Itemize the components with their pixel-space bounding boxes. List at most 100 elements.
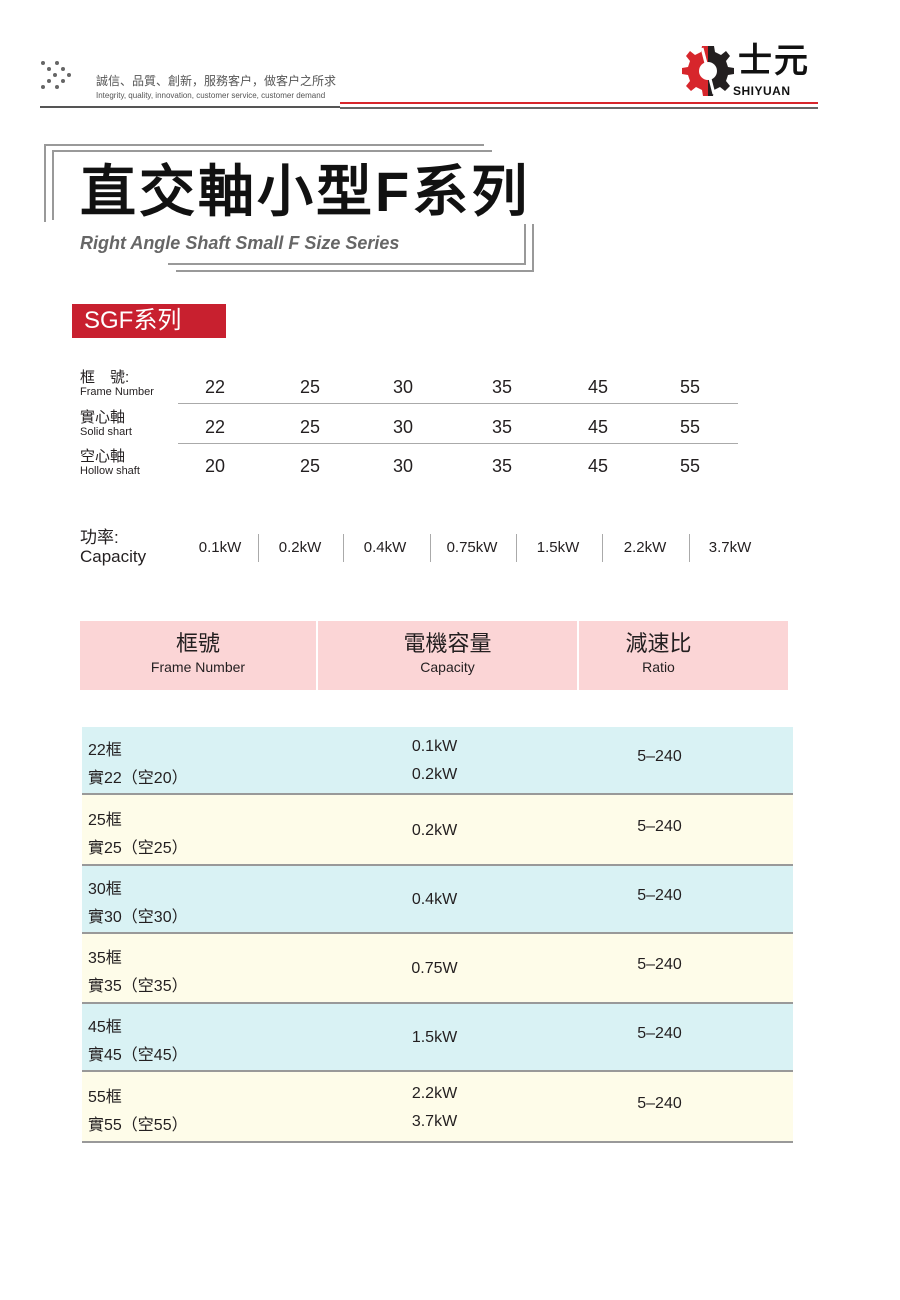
table-row: 35框 實35（空35） 0.75W 5–240 (82, 934, 793, 1004)
slogan-cn: 誠信、品質、創新，服務客户，做客户之所求 (96, 74, 337, 88)
spec-label-cn: 框 號: (80, 369, 130, 386)
title-frame (176, 200, 534, 272)
spec-value: 55 (679, 377, 701, 397)
spec-value: 25 (299, 456, 321, 476)
spec-label-cn: 空心軸 (80, 448, 126, 465)
spec-value: 55 (679, 456, 701, 476)
capacity-value: 0.1kW (198, 539, 242, 556)
spec-value: 22 (204, 377, 226, 397)
capacity-value: 0.4kW (363, 539, 407, 556)
spec-value: 45 (587, 417, 609, 437)
divider (516, 534, 517, 562)
capacity-cell: 0.4kW (411, 891, 458, 908)
spec-value: 45 (587, 377, 609, 397)
series-badge: SGF系列 (72, 304, 226, 338)
spec-value: 30 (392, 456, 414, 476)
divider (340, 107, 818, 109)
spec-value: 20 (204, 456, 226, 476)
header-capacity: 電機容量 Capacity (318, 621, 579, 690)
slogan-en: Integrity, quality, innovation, customer… (96, 91, 326, 100)
title-frame (168, 195, 526, 265)
shaft-label: 實30（空30） (88, 909, 188, 926)
table-row: 45框 實45（空45） 1.5kW 5–240 (82, 1004, 793, 1072)
shaft-label: 實35（空35） (88, 978, 188, 995)
header-cn: 電機容量 (403, 631, 492, 656)
header-ratio: 減速比 Ratio (579, 621, 788, 690)
frame-label: 45框 (88, 1019, 122, 1036)
spec-label-cn: 實心軸 (80, 409, 126, 426)
frame-cell: 30框實30（空30） (88, 876, 188, 932)
chevron-dots-icon (41, 61, 71, 89)
divider (40, 106, 340, 108)
frame-cell: 45框實45（空45） (88, 1014, 188, 1070)
capacity-cell: 1.5kW (411, 1029, 458, 1046)
gear-logo-icon (682, 46, 734, 96)
divider (258, 534, 259, 562)
ratio-cell: 5–240 (637, 887, 682, 904)
spec-value: 30 (392, 377, 414, 397)
spec-value: 22 (204, 417, 226, 437)
ratio-cell: 5–240 (637, 748, 682, 765)
spec-label-en: Hollow shaft (80, 465, 140, 477)
frame-cell: 55框實55（空55） (88, 1084, 188, 1140)
spec-value: 30 (392, 417, 414, 437)
spec-value: 35 (491, 456, 513, 476)
divider (689, 534, 690, 562)
capacity-cell: 0.1kW (411, 738, 458, 755)
header-en: Frame Number (150, 659, 246, 675)
page-title: 直交軸小型F系列 (80, 160, 537, 224)
capacity-value: 2.2kW (623, 539, 667, 556)
ratio-cell: 5–240 (637, 1094, 682, 1112)
header-frame-number: 框號 Frame Number (80, 621, 318, 690)
divider (602, 534, 603, 562)
divider (178, 443, 738, 444)
spec-value: 35 (491, 417, 513, 437)
capacity-cell: 3.7kW (411, 1112, 458, 1130)
frame-label: 35框 (88, 950, 122, 967)
spec-label-en: Frame Number (80, 386, 154, 398)
spec-value: 35 (491, 377, 513, 397)
capacity-value: 1.5kW (536, 539, 580, 556)
frame-label: 55框 (88, 1088, 122, 1106)
spec-value: 25 (299, 377, 321, 397)
divider (343, 534, 344, 562)
shaft-label: 實55（空55） (88, 1116, 188, 1134)
frame-label: 30框 (88, 881, 122, 898)
capacity-cell: 0.2kW (411, 766, 458, 783)
spec-value: 25 (299, 417, 321, 437)
table-row: 22框實22（空20） 0.1kW 0.2kW 5–240 (82, 727, 793, 795)
spec-value: 45 (587, 456, 609, 476)
ratio-cell: 5–240 (637, 956, 682, 973)
shaft-label: 實25（空25） (88, 839, 188, 857)
title-frame (52, 150, 492, 220)
ratio-cell: 5–240 (637, 817, 682, 835)
capacity-value: 3.7kW (708, 539, 752, 556)
frame-cell: 22框實22（空20） (88, 737, 188, 793)
capacity-value: 0.75kW (446, 539, 498, 556)
spec-label-en: Solid shart (80, 426, 132, 438)
capacity-cell: 0.2kW (411, 821, 458, 839)
logo-text-cn: 士元 (738, 42, 810, 80)
spec-label: 框 號: Frame Number (80, 369, 154, 399)
capacity-value: 0.2kW (278, 539, 322, 556)
header-cn: 框號 (175, 631, 220, 656)
table-header: 框號 Frame Number 電機容量 Capacity 減速比 Ratio (80, 621, 788, 690)
capacity-label: 功率: Capacity (80, 528, 146, 566)
shaft-label: 實45（空45） (88, 1047, 188, 1064)
header-en: Capacity (420, 659, 475, 675)
header-en: Ratio (642, 659, 675, 675)
table-row: 55框 實55（空55） 2.2kW 3.7kW 5–240 (82, 1072, 793, 1143)
capacity-label-cn: 功率: (80, 528, 119, 547)
frame-cell: 25框實25（空25） (88, 807, 188, 863)
title-frame (44, 144, 484, 222)
divider (340, 102, 818, 104)
logo-text-en: SHIYUAN (733, 84, 791, 98)
header-cn: 減速比 (625, 631, 692, 656)
shaft-label: 實22（空20） (88, 770, 188, 787)
frame-cell: 35框實35（空35） (88, 945, 188, 1001)
page-subtitle: Right Angle Shaft Small F Size Series (80, 233, 400, 253)
frame-label: 22框 (88, 742, 122, 759)
frame-label: 25框 (88, 811, 122, 829)
divider (430, 534, 431, 562)
capacity-label-en: Capacity (80, 547, 147, 566)
